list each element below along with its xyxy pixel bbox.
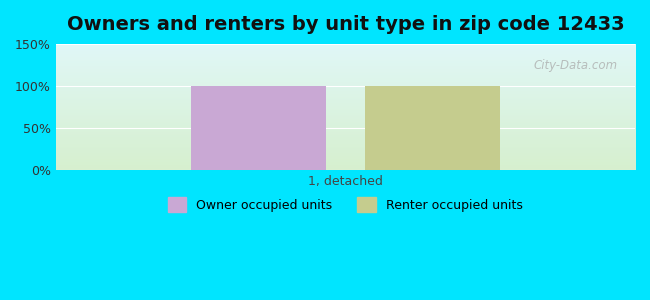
Title: Owners and renters by unit type in zip code 12433: Owners and renters by unit type in zip c… <box>66 15 624 34</box>
Legend: Owner occupied units, Renter occupied units: Owner occupied units, Renter occupied un… <box>162 192 528 217</box>
Text: City-Data.com: City-Data.com <box>534 59 618 72</box>
Bar <box>191 86 326 170</box>
Bar <box>365 86 500 170</box>
